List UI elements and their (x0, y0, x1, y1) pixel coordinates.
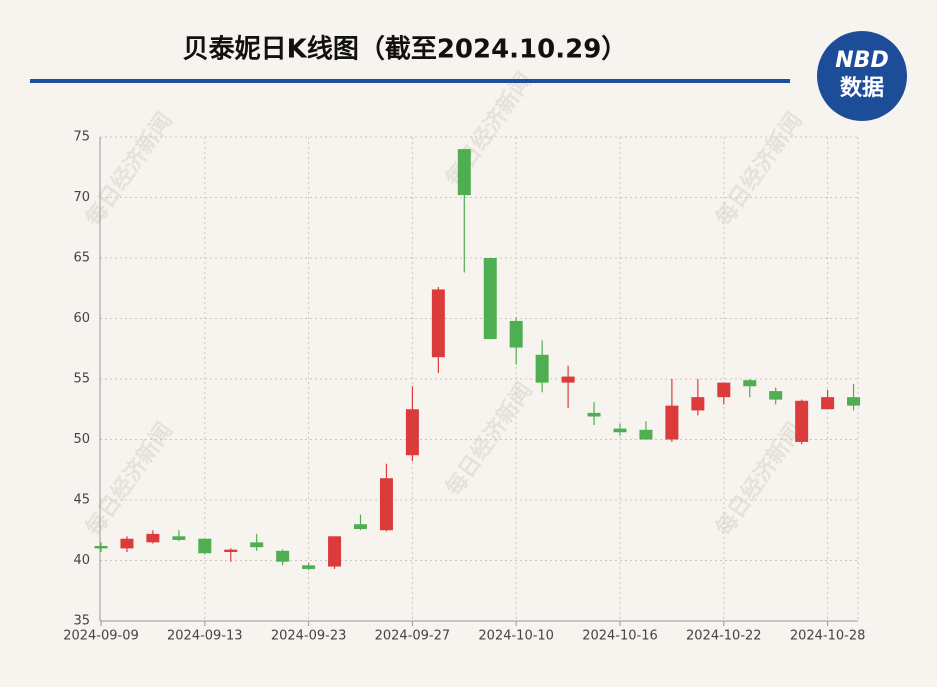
x-tick-label: 2024-09-27 (375, 629, 451, 644)
x-tick-label: 2024-09-09 (63, 629, 139, 644)
y-tick-label: 55 (73, 372, 90, 387)
x-tick-label: 2024-10-10 (478, 629, 554, 644)
candle-body (405, 409, 419, 456)
candle-body (587, 412, 601, 417)
candle-body (821, 397, 835, 410)
candle-body (224, 549, 238, 553)
candle-body (302, 565, 316, 569)
logo-bottom: 数据 (840, 75, 884, 101)
y-tick-label: 40 (73, 553, 90, 568)
chart-title: 贝泰妮日K线图（截至2024.10.29） (183, 35, 628, 65)
y-tick-label: 35 (73, 614, 90, 629)
plot: 35 40 45 50 55 60 65 70 75 2024-09-09 2024-09-13 20… (63, 130, 865, 644)
y-tick-label: 75 (73, 130, 90, 145)
logo-top: NBD (835, 48, 888, 73)
candle-body (120, 538, 134, 549)
candle-body (250, 542, 264, 548)
title-rule (30, 79, 790, 83)
y-tick-label: 65 (73, 251, 90, 266)
logo (817, 31, 907, 121)
y-tick-label: 50 (73, 432, 90, 447)
candle-body (795, 400, 809, 442)
candle-body (743, 380, 757, 387)
candle-body (457, 149, 471, 196)
candle-body (717, 382, 731, 398)
candle-body (691, 397, 705, 411)
candle-body (509, 320, 523, 348)
x-tick-label: 2024-10-16 (582, 629, 658, 644)
x-tick-label: 2024-09-23 (271, 629, 347, 644)
candle-body (276, 550, 290, 562)
candle-body (379, 478, 393, 531)
candle-body (94, 545, 108, 549)
candle-body (535, 354, 549, 383)
candle-body (483, 258, 497, 340)
candle-body (769, 391, 783, 400)
candle-body (172, 536, 186, 540)
candle-body (847, 397, 861, 406)
candle-body (561, 376, 575, 383)
candle-body (613, 428, 627, 433)
x-tick-label: 2024-09-13 (167, 629, 243, 644)
candle-body (198, 538, 212, 554)
candle-body (431, 289, 445, 358)
candle-body (639, 429, 653, 440)
y-tick-label: 60 (73, 311, 90, 326)
candle-body (354, 524, 367, 530)
y-tick-label: 45 (73, 493, 90, 508)
y-tick-label: 70 (73, 190, 90, 205)
candle-body (665, 405, 679, 440)
x-tick-label: 2024-10-28 (790, 629, 866, 644)
candle-body (328, 536, 342, 567)
x-tick-label: 2024-10-22 (686, 629, 762, 644)
candle-body (146, 533, 160, 543)
